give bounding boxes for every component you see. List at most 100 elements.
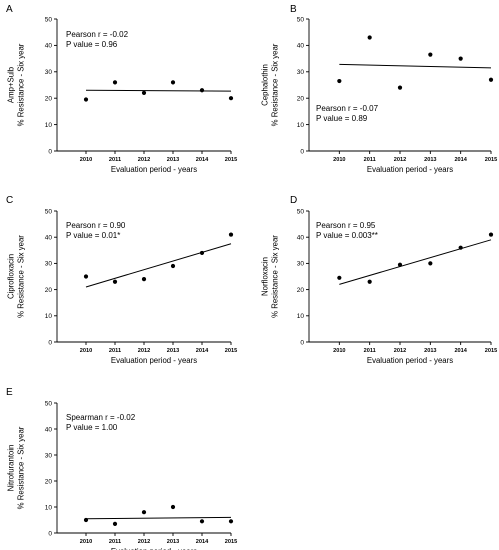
panel-c-y-tick-label: 10 <box>45 313 53 320</box>
panel-c-drug-label: Ciprofloxacin <box>7 254 16 299</box>
panel-e-x-tick-label: 2012 <box>138 539 150 545</box>
panel-c-y-tick-label: 30 <box>45 261 53 268</box>
panel-a-data-point <box>83 97 89 102</box>
panel-b-y-tick-label: 10 <box>297 122 305 129</box>
panel-d-x-tick-label: 2010 <box>333 348 345 354</box>
panel-d-regression-line <box>339 239 492 285</box>
panel-b-regression-line <box>339 63 492 69</box>
panel-c-x-axis-title: Evaluation period - years <box>111 356 197 365</box>
panel-e-data-point <box>112 521 118 527</box>
panel-d-x-tick-label: 2012 <box>394 348 406 354</box>
panel-e-y-tick-label: 50 <box>45 400 53 407</box>
panel-e-x-tick-label: 2011 <box>109 539 121 545</box>
panel-a-x-tick-label: 2015 <box>225 157 237 163</box>
panel-e-data-point <box>141 510 147 515</box>
panel-b-y-tick-label: 50 <box>297 16 305 23</box>
panel-c-x-tick-label: 2014 <box>196 348 209 354</box>
panel-a-drug-label: Amp+Sulb <box>7 66 16 103</box>
panel-a-x-tick-label: 2013 <box>167 157 179 163</box>
panel-b-data-point <box>428 52 433 57</box>
panel-d-x-axis-title: Evaluation period - years <box>367 356 453 365</box>
panel-c-letter: C <box>6 195 13 206</box>
panel-b-x-tick-label: 2012 <box>394 157 406 163</box>
panel-b-y-tick-label: 30 <box>297 69 305 76</box>
panel-d-y-tick-label: 0 <box>300 339 304 346</box>
panel-d-drug-label: Norfloxacin <box>261 257 270 296</box>
panel-e-stat-r: Spearman r = -0.02 <box>66 413 136 422</box>
panel-e-y-tick-label: 40 <box>45 426 53 433</box>
panel-b-y-axis-title: % Resistance - Six year <box>271 43 280 126</box>
panel-e-y-tick-label: 30 <box>45 452 53 459</box>
panel-d-data-point <box>397 262 403 267</box>
panel-d-stat-p: P value = 0.003** <box>316 231 378 240</box>
panel-c-data-point <box>83 274 89 279</box>
panel-b-stat-r: Pearson r = -0.07 <box>316 104 379 113</box>
panel-e-data-point <box>199 519 205 524</box>
panel-a-data-point <box>141 90 147 96</box>
panel-a-data-point <box>112 80 118 85</box>
panel-a-y-tick-label: 30 <box>45 69 53 76</box>
panel-b-x-tick-label: 2010 <box>333 157 345 163</box>
panel-e-y-tick-label: 20 <box>45 478 53 485</box>
panel-b-x-tick-label: 2013 <box>424 157 436 163</box>
panel-b-data-point <box>488 77 494 82</box>
panel-d-y-tick-label: 30 <box>297 261 305 268</box>
panel-b-stat-p: P value = 0.89 <box>316 114 368 123</box>
panel-e-data-point <box>170 504 176 510</box>
panel-b-y-tick-label: 40 <box>297 43 305 50</box>
panel-d-y-axis-title: % Resistance - Six year <box>271 235 280 318</box>
panel-d-x-tick-label: 2011 <box>364 348 376 354</box>
panel-a-stat-r: Pearson r = -0.02 <box>66 30 129 39</box>
panel-e-y-axis-title: % Resistance - Six year <box>17 426 26 509</box>
panel-e-letter: E <box>6 387 13 398</box>
panel-d-y-tick-label: 10 <box>297 313 305 320</box>
panel-c-x-tick-label: 2013 <box>167 348 179 354</box>
panel-b-x-axis-title: Evaluation period - years <box>367 165 453 174</box>
panel-e-regression-line <box>85 516 232 520</box>
panel-e-y-tick-label: 0 <box>48 530 52 537</box>
panel-e-x-tick-label: 2013 <box>167 539 179 545</box>
panel-a-y-tick-label: 0 <box>48 148 52 155</box>
panel-a-regression-line <box>85 89 232 92</box>
panel-c-y-axis-title: % Resistance - Six year <box>17 235 26 318</box>
panel-d-letter: D <box>290 195 297 206</box>
panel-e-x-tick-label: 2010 <box>80 539 92 545</box>
panel-c-x-tick-label: 2010 <box>80 348 92 354</box>
panel-d-stat-r: Pearson r = 0.95 <box>316 221 376 230</box>
panel-d-data-point <box>337 275 342 280</box>
panel-b-data-point <box>397 85 403 90</box>
panel-c-stat-r: Pearson r = 0.90 <box>66 221 126 230</box>
panel-b-data-point <box>367 35 372 40</box>
panel-b-drug-label: Cephalothin <box>261 64 270 106</box>
panel-b-data-point <box>337 78 342 84</box>
panel-c-x-tick-label: 2012 <box>138 348 150 354</box>
panel-a-y-tick-label: 50 <box>45 16 53 23</box>
panel-c-stat-p: P value = 0.01* <box>66 231 120 240</box>
panel-a-stat-p: P value = 0.96 <box>66 40 118 49</box>
panel-d-y-tick-label: 40 <box>297 235 305 242</box>
panel-c-x-tick-label: 2011 <box>109 348 121 354</box>
panel-a-x-tick-label: 2010 <box>80 157 92 163</box>
panel-d-x-tick-label: 2014 <box>454 348 467 354</box>
panel-a-letter: A <box>6 4 13 15</box>
panel-c-data-point <box>141 277 147 282</box>
panel-e-x-axis-title: Evaluation period - years <box>111 547 197 550</box>
panel-a-y-tick-label: 40 <box>45 43 53 50</box>
panel-b-letter: B <box>290 4 297 15</box>
panel-a-data-point <box>228 96 234 101</box>
panel-a-data-point <box>199 88 205 93</box>
panel-a-x-tick-label: 2011 <box>109 157 121 163</box>
panel-a-x-tick-label: 2014 <box>196 157 209 163</box>
panel-a-y-tick-label: 10 <box>45 122 53 129</box>
panel-e-data-point <box>228 519 234 524</box>
panel-a-x-tick-label: 2012 <box>138 157 150 163</box>
panel-e-drug-label: Nitrofurantoin <box>7 445 16 492</box>
panel-b-data-point <box>458 56 463 61</box>
panel-b-x-tick-label: 2011 <box>364 157 376 163</box>
panel-c-y-tick-label: 20 <box>45 287 53 294</box>
panel-d-y-tick-label: 50 <box>297 208 305 215</box>
panel-a-data-point <box>170 80 176 85</box>
panel-c-x-tick-label: 2015 <box>225 348 237 354</box>
panel-e-x-tick-label: 2015 <box>225 539 237 545</box>
